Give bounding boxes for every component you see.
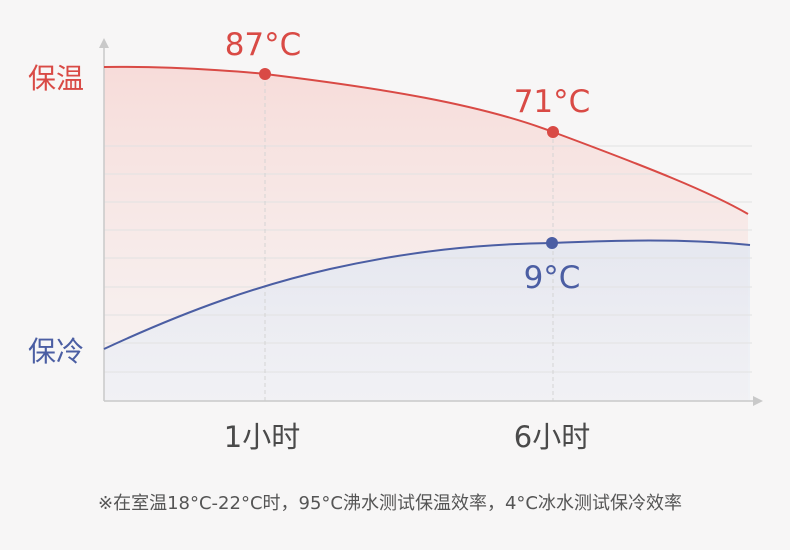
cold-value-label-6h: 9°C xyxy=(524,260,581,296)
series-label-cold: 保冷 xyxy=(28,335,84,368)
hot-series-line xyxy=(103,65,749,215)
cold-series-area xyxy=(104,240,750,401)
x-tick-label-6h: 6小时 xyxy=(514,420,590,454)
footnote: ※在室温18°C-22°C时，95°C沸水测试保温效率，4°C冰水测试保冷效率 xyxy=(98,493,682,514)
series-label-hot: 保温 xyxy=(28,62,84,95)
cold-series-line xyxy=(103,239,751,350)
hot-value-label-6h: 71°C xyxy=(514,84,591,120)
y-axis xyxy=(99,38,109,401)
x-axis xyxy=(104,396,763,406)
x-tick-label-1h: 1小时 xyxy=(224,420,300,454)
hot-point-6h xyxy=(547,126,559,138)
cold-point-6h xyxy=(546,237,558,249)
grid-lines xyxy=(104,145,752,373)
hot-point-1h xyxy=(259,68,271,80)
hot-value-label-1h: 87°C xyxy=(225,27,302,63)
